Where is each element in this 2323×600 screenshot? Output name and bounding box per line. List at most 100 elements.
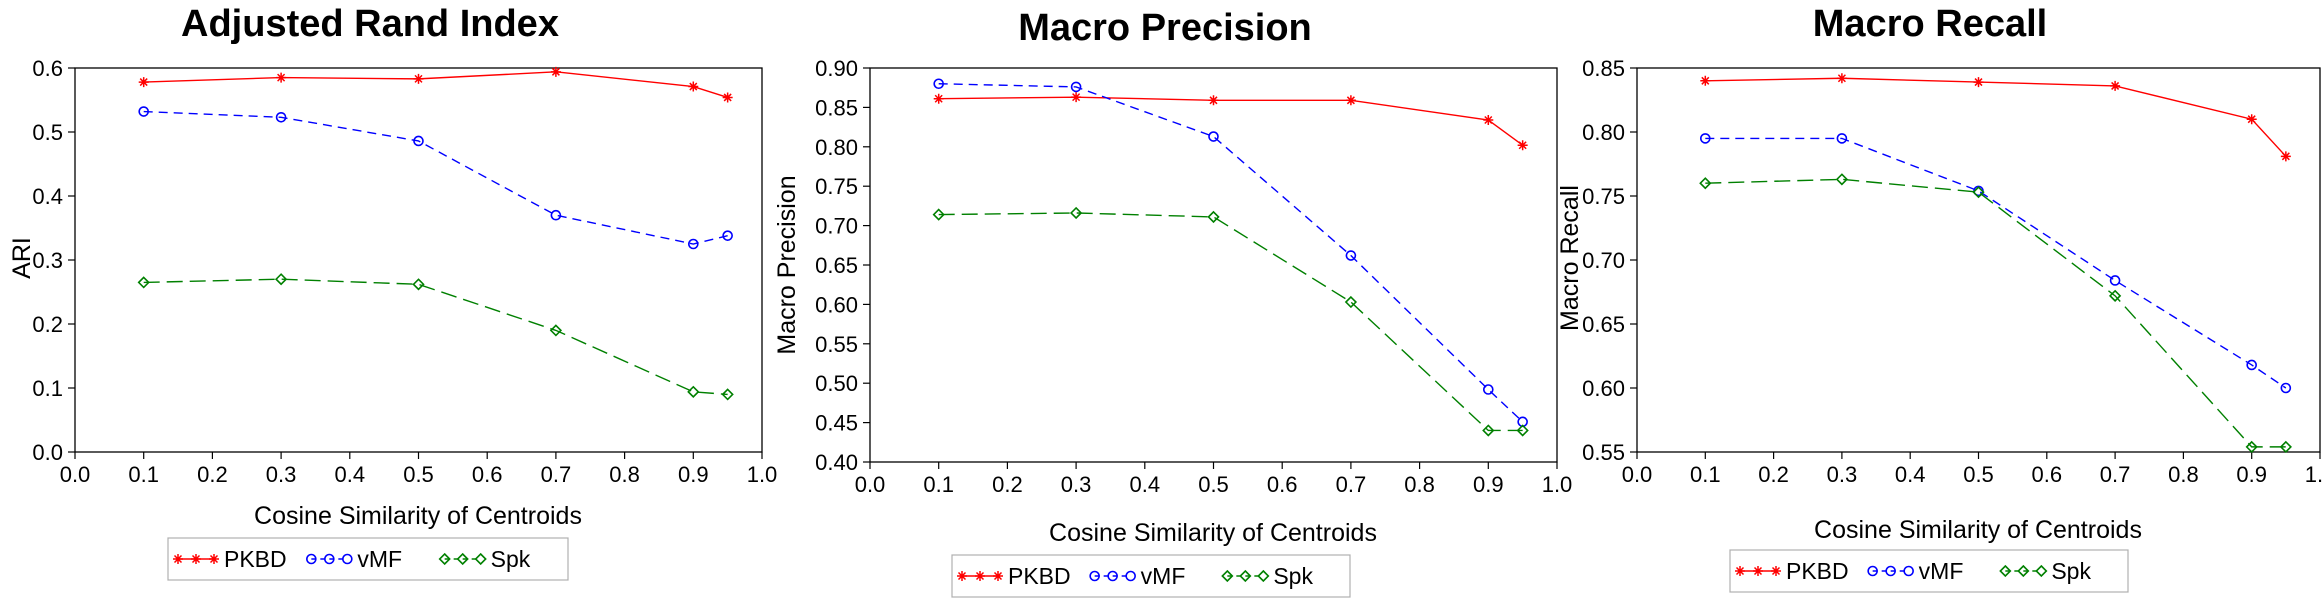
macro-recall-x-tick-label: 0.2 — [1758, 462, 1789, 487]
macro-recall-legend-marker-pkbd — [1771, 566, 1781, 576]
macro-recall-x-tick-label: 0.8 — [2168, 462, 2199, 487]
adjusted-rand-index-point-spk — [137, 276, 150, 289]
adjusted-rand-index-point-pkbd — [276, 72, 287, 83]
macro-precision-legend-label-vmf: vMF — [1141, 563, 1186, 589]
adjusted-rand-index-point-pkbd — [550, 66, 561, 77]
macro-recall-x-tick-label: 0.1 — [1690, 462, 1721, 487]
macro-recall-legend: PKBD vMF Spk — [1729, 549, 2129, 593]
macro-precision-legend-swatch-vmf — [1089, 570, 1136, 582]
macro-precision-legend-marker-spk — [1221, 569, 1234, 583]
adjusted-rand-index-point-pkbd — [138, 77, 149, 88]
adjusted-rand-index-y-tick-label: 0.0 — [32, 440, 63, 465]
macro-recall-legend-marker-vmf — [1885, 565, 1896, 577]
macro-recall-point-spk — [2279, 440, 2292, 454]
adjusted-rand-index-x-tick-label: 0.3 — [266, 462, 297, 487]
macro-recall-x-tick-label: 0.6 — [2032, 462, 2063, 487]
panel-ari: Adjusted Rand Index Cosine Similarity of … — [8, 3, 778, 581]
macro-precision-x-tick-label: 0.4 — [1130, 472, 1161, 497]
macro-precision-legend-marker-pkbd — [993, 571, 1003, 581]
macro-precision-x-tick-label: 0.2 — [992, 472, 1023, 497]
adjusted-rand-index-point-vmf — [138, 106, 149, 117]
macro-precision-point-vmf — [933, 78, 945, 90]
macro-precision-point-vmf — [1070, 81, 1082, 93]
macro-precision-series-line-spk — [938, 212, 1523, 432]
adjusted-rand-index-x-tick-label: 1.0 — [747, 462, 778, 487]
macro-recall-title: Macro Recall — [1813, 3, 2047, 45]
adjusted-rand-index-y-axis-label: ARI — [8, 237, 36, 279]
adjusted-rand-index-point-vmf — [413, 135, 424, 147]
adjusted-rand-index-legend-label-vmf: vMF — [357, 546, 402, 572]
macro-precision-plot-frame — [869, 67, 1558, 463]
macro-recall-point-spk — [1835, 173, 1849, 186]
macro-precision-legend: PKBD vMF Spk — [951, 554, 1351, 598]
adjusted-rand-index-legend-marker-vmf — [306, 553, 317, 565]
macro-precision-y-tick-label: 0.80 — [815, 135, 858, 160]
adjusted-rand-index-point-vmf — [722, 230, 733, 241]
adjusted-rand-index-x-tick-label: 0.5 — [403, 462, 434, 487]
adjusted-rand-index-x-tick-label: 0.8 — [609, 462, 640, 487]
macro-recall-x-axis-label: Cosine Similarity of Centroids — [1814, 516, 2142, 544]
macro-precision-point-spk — [1516, 424, 1529, 437]
macro-precision-x-tick-label: 0.5 — [1198, 472, 1229, 497]
macro-recall-legend-label-pkbd: PKBD — [1786, 558, 1849, 584]
macro-precision-legend-label-spk: Spk — [1273, 563, 1313, 589]
macro-recall-y-tick-label: 0.55 — [1582, 440, 1625, 465]
macro-precision-y-tick-label: 0.85 — [815, 95, 858, 120]
macro-precision-y-tick-label: 0.40 — [815, 450, 858, 475]
macro-recall-point-spk — [2108, 289, 2122, 302]
macro-precision-title: Macro Precision — [1018, 7, 1312, 49]
adjusted-rand-index-point-spk — [549, 324, 563, 337]
adjusted-rand-index-x-tick-label: 0.0 — [60, 462, 91, 487]
macro-recall-point-vmf — [1700, 133, 1711, 144]
macro-precision-point-spk — [1344, 295, 1358, 309]
macro-precision-x-tick-label: 0.7 — [1336, 472, 1367, 497]
macro-recall-plot-frame — [1636, 67, 2321, 453]
macro-precision-series-line-vmf — [938, 83, 1524, 423]
macro-recall-y-tick-label: 0.65 — [1582, 312, 1625, 337]
macro-precision-legend-box — [951, 554, 1351, 598]
macro-precision-point-pkbd — [1345, 95, 1356, 106]
macro-recall-point-pkbd — [1973, 77, 1984, 88]
macro-recall-point-vmf — [2109, 275, 2121, 286]
macro-precision-legend-marker-spk — [1239, 569, 1252, 583]
adjusted-rand-index-point-pkbd — [688, 81, 699, 92]
macro-precision-y-tick-label: 0.90 — [815, 56, 858, 81]
macro-recall-series-line-pkbd — [1705, 77, 2287, 157]
macro-precision-y-tick-label: 0.65 — [815, 253, 858, 278]
adjusted-rand-index-point-spk — [687, 385, 700, 398]
macro-recall-point-pkbd — [2110, 80, 2121, 91]
adjusted-rand-index-series-line-spk — [143, 278, 728, 396]
adjusted-rand-index-x-tick-label: 0.7 — [541, 462, 572, 487]
macro-recall-point-spk — [2245, 440, 2258, 454]
macro-recall-legend-marker-pkbd — [1735, 566, 1745, 576]
macro-recall-x-tick-label: 0.7 — [2100, 462, 2131, 487]
macro-precision-x-tick-label: 0.8 — [1404, 472, 1435, 497]
macro-recall-point-pkbd — [2246, 114, 2257, 125]
macro-precision-legend-marker-vmf — [1125, 570, 1136, 582]
adjusted-rand-index-legend-marker-pkbd — [173, 554, 183, 564]
macro-recall-legend-marker-spk — [1999, 564, 2012, 578]
macro-precision-point-pkbd — [1517, 140, 1528, 151]
adjusted-rand-index-point-vmf — [275, 111, 287, 123]
macro-recall-legend-marker-spk — [2035, 564, 2048, 578]
macro-precision-y-tick-label: 0.75 — [815, 174, 858, 199]
macro-precision-y-tick-label: 0.50 — [815, 371, 858, 396]
adjusted-rand-index-legend-marker-spk — [456, 552, 469, 566]
macro-recall-legend-swatch-spk — [1999, 564, 2048, 578]
macro-recall-point-spk — [1699, 177, 1712, 190]
macro-precision-point-vmf — [1208, 131, 1219, 142]
panel-macro-precision: Macro Precision Cosine Similarity of Cent… — [773, 7, 1572, 598]
macro-precision-x-tick-label: 0.0 — [855, 472, 886, 497]
macro-recall-x-tick-label: 0.4 — [1895, 462, 1926, 487]
adjusted-rand-index-legend-marker-pkbd — [191, 554, 201, 564]
adjusted-rand-index-y-tick-label: 0.2 — [32, 312, 63, 337]
macro-recall-y-tick-label: 0.70 — [1582, 248, 1625, 273]
macro-recall-y-axis-label: Macro Recall — [1556, 185, 1584, 331]
macro-recall-legend-marker-vmf — [1867, 565, 1878, 577]
macro-recall-x-tick-label: 0.0 — [1622, 462, 1653, 487]
macro-precision-x-tick-label: 0.1 — [923, 472, 954, 497]
macro-recall-point-spk — [1972, 186, 1985, 199]
adjusted-rand-index-legend: PKBD vMF Spk — [167, 537, 569, 581]
macro-precision-point-vmf — [1345, 250, 1357, 261]
